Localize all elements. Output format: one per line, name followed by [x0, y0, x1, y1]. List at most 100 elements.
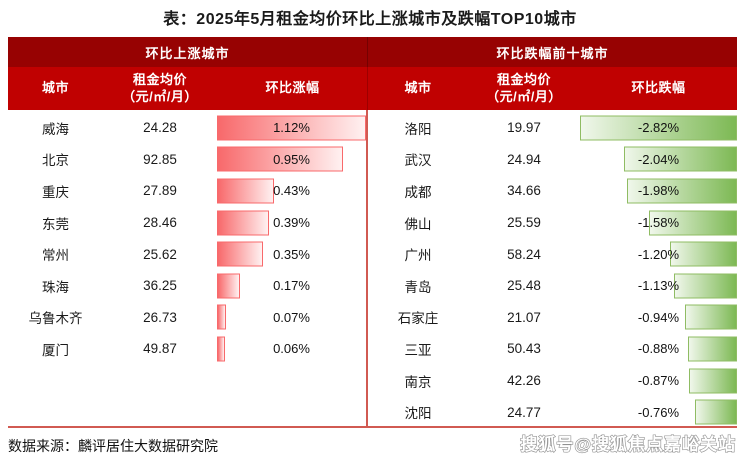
change-bar-cell: 0.07% — [217, 302, 366, 334]
city-column-header: 城市 — [404, 80, 432, 96]
city-cell: 成都 — [404, 184, 432, 200]
city-cell: 北京 — [42, 153, 69, 169]
price-header-line1: 租金均价 — [496, 71, 551, 87]
price-column-header: 租金均价 （元/㎡/月） — [103, 72, 217, 106]
price-column-header: 租金均价 （元/㎡/月） — [468, 72, 580, 106]
city-cell: 佛山 — [404, 216, 432, 232]
rise-column-headers: 城市 租金均价 （元/㎡/月） 环比涨幅 — [8, 67, 368, 110]
price-cell: 21.07 — [507, 309, 541, 325]
table-row: 东莞 28.46 0.39% — [8, 207, 366, 239]
table-row: 石家庄 21.07 -0.94% — [368, 302, 737, 334]
fall-data-bar — [688, 336, 737, 362]
fall-data-bar — [684, 304, 737, 330]
rise-data-bar — [217, 336, 226, 362]
change-bar-cell: -1.20% — [580, 238, 737, 270]
price-cell: 50.43 — [507, 341, 541, 357]
price-header-line2: （元/㎡/月） — [486, 88, 562, 104]
column-header-row: 城市 租金均价 （元/㎡/月） 环比涨幅 城市 租金均价 （元/㎡/月） 环比跌… — [8, 67, 737, 110]
change-label: -2.82% — [637, 120, 680, 136]
table-row: 北京 92.85 0.95% — [8, 144, 366, 176]
table-row: 厦门 49.87 0.06% — [8, 333, 366, 365]
change-bar-cell: 0.95% — [217, 144, 366, 176]
rise-data-bar — [217, 210, 269, 236]
city-cell: 沈阳 — [404, 406, 432, 422]
change-label: 0.39% — [273, 215, 310, 231]
city-cell: 乌鲁木齐 — [28, 311, 83, 327]
fall-column-headers: 城市 租金均价 （元/㎡/月） 环比跌幅 — [368, 67, 737, 110]
city-cell: 武汉 — [404, 153, 432, 169]
city-cell: 东莞 — [42, 216, 69, 232]
change-label: -1.58% — [637, 215, 680, 231]
city-cell: 威海 — [42, 121, 69, 137]
change-label: 0.06% — [273, 341, 310, 357]
change-bar-cell: -0.87% — [580, 365, 737, 397]
city-column-header: 城市 — [41, 80, 69, 96]
table-row: 洛阳 19.97 -2.82% — [368, 112, 737, 144]
change-label: -0.88% — [637, 341, 680, 357]
change-label: -1.98% — [637, 183, 680, 199]
city-cell: 青岛 — [404, 279, 432, 295]
figure-title: 表：2025年5月租金均价环比上涨城市及跌幅TOP10城市 — [163, 11, 577, 28]
price-cell: 92.85 — [143, 151, 177, 167]
fall-data-bar — [694, 399, 737, 425]
rise-table-body: 威海 24.28 1.12% 北京 92.85 0.95% 重庆 27.89 0.43% 东莞 28… — [8, 110, 368, 426]
group-header-fall: 环比跌幅前十城市 — [496, 45, 609, 61]
change-bar-cell: 0.06% — [217, 333, 366, 365]
change-bar-cell: -1.58% — [580, 207, 737, 239]
change-label: 0.17% — [273, 278, 310, 294]
group-header-row: 环比上涨城市 环比跌幅前十城市 — [8, 37, 737, 67]
price-cell: 26.73 — [143, 309, 177, 325]
city-cell: 石家庄 — [397, 311, 439, 327]
change-bar-cell: 0.39% — [217, 207, 366, 239]
table-row: 南京 42.26 -0.87% — [368, 365, 737, 397]
price-cell: 25.48 — [507, 278, 541, 294]
city-cell: 厦门 — [42, 342, 69, 358]
price-cell: 24.77 — [507, 404, 541, 420]
fall-data-bar — [623, 146, 737, 172]
change-label: 0.07% — [273, 309, 310, 325]
table-row: 重庆 27.89 0.43% — [8, 175, 366, 207]
change-label: -0.76% — [637, 404, 680, 420]
fall-change-column-header: 环比跌幅 — [631, 80, 686, 96]
change-bar-cell: -2.04% — [580, 144, 737, 176]
fall-data-bar — [670, 241, 737, 267]
fall-data-bar — [580, 115, 737, 141]
table-body: 威海 24.28 1.12% 北京 92.85 0.95% 重庆 27.89 0.43% 东莞 28… — [8, 110, 737, 426]
change-bar-cell: 0.17% — [217, 270, 366, 302]
rise-data-bar — [217, 178, 275, 204]
rise-data-bar — [217, 146, 344, 172]
price-cell: 42.26 — [507, 373, 541, 389]
table-row: 常州 25.62 0.35% — [8, 238, 366, 270]
change-label: 1.12% — [273, 120, 310, 136]
price-header-line2: （元/㎡/月） — [122, 88, 198, 104]
table-row: 威海 24.28 1.12% — [8, 112, 366, 144]
city-cell: 洛阳 — [404, 121, 432, 137]
rise-data-bar — [217, 304, 227, 330]
fall-data-bar — [688, 368, 737, 394]
fall-data-bar — [649, 210, 737, 236]
table-row: 青岛 25.48 -1.13% — [368, 270, 737, 302]
table-row: 沈阳 24.77 -0.76% — [368, 396, 737, 428]
change-label: -1.20% — [637, 246, 680, 262]
city-cell: 广州 — [404, 248, 432, 264]
city-cell: 三亚 — [404, 342, 432, 358]
price-cell: 34.66 — [507, 183, 541, 199]
change-bar-cell: 1.12% — [217, 112, 366, 144]
city-cell: 南京 — [404, 374, 432, 390]
fall-data-bar — [674, 273, 737, 299]
fall-table-body: 洛阳 19.97 -2.82% 武汉 24.94 -2.04% 成都 34.66 -1.98% 佛… — [368, 110, 737, 426]
change-label: 0.43% — [273, 183, 310, 199]
rise-data-bar — [217, 273, 240, 299]
city-cell: 重庆 — [42, 184, 69, 200]
change-bar-cell: -1.13% — [580, 270, 737, 302]
city-cell: 珠海 — [42, 279, 69, 295]
change-label: 0.95% — [273, 151, 310, 167]
change-bar-cell: -2.82% — [580, 112, 737, 144]
rise-data-bar — [217, 115, 366, 141]
table-row: 成都 34.66 -1.98% — [368, 175, 737, 207]
price-cell: 24.28 — [143, 120, 177, 136]
change-label: -1.13% — [637, 278, 680, 294]
table-row: 广州 58.24 -1.20% — [368, 238, 737, 270]
watermark: 搜狐号@搜狐焦点嘉峪关站 — [520, 434, 736, 454]
table-row: 武汉 24.94 -2.04% — [368, 144, 737, 176]
